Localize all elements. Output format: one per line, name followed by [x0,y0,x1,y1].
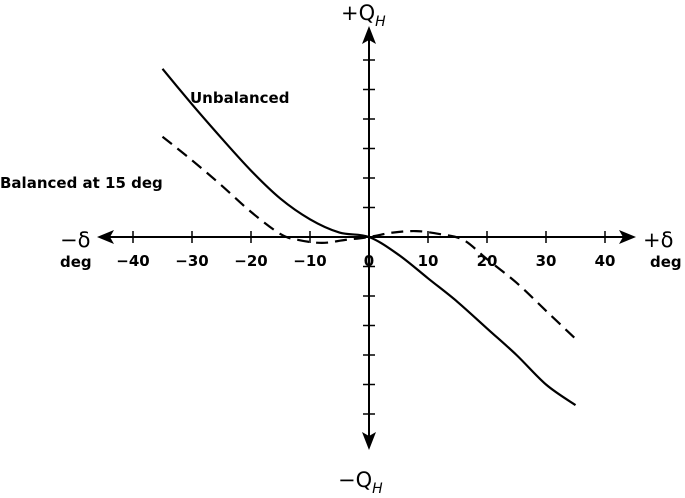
x-axis-plus-label: +δ [643,228,673,252]
x-tick-label: −40 [116,252,149,270]
x-axis-left-arrow [97,230,114,244]
y-tick-group [363,59,375,415]
y-axis-bottom-arrow [362,432,376,450]
annotation-balanced: Balanced at 15 deg [0,174,163,192]
x-axis-minus-unit: deg [60,253,92,271]
x-tick-label: −10 [293,252,326,270]
x-tick-label: 0 [364,252,374,270]
x-axis-minus-label: −δ [60,228,90,252]
x-tick-label: 20 [477,252,498,270]
x-tick-label: 30 [536,252,557,270]
y-axis-plus-label: +QH [341,1,386,30]
x-axis-right-arrow [619,230,636,244]
x-tick-group: −40 −30 −20 −10 0 10 20 30 40 [116,231,615,270]
y-axis-top-arrow [362,26,376,44]
x-tick-label: 10 [418,252,439,270]
series-group [161,68,577,407]
x-tick-label: −30 [175,252,208,270]
series-line-balanced [161,135,577,340]
annotation-unbalanced: Unbalanced [190,89,289,107]
y-axis-minus-label: −QH [338,468,383,497]
series-line-unbalanced [161,68,577,407]
x-tick-label: −20 [234,252,267,270]
x-tick-label: 40 [595,252,616,270]
x-axis-plus-unit: deg [650,253,682,271]
